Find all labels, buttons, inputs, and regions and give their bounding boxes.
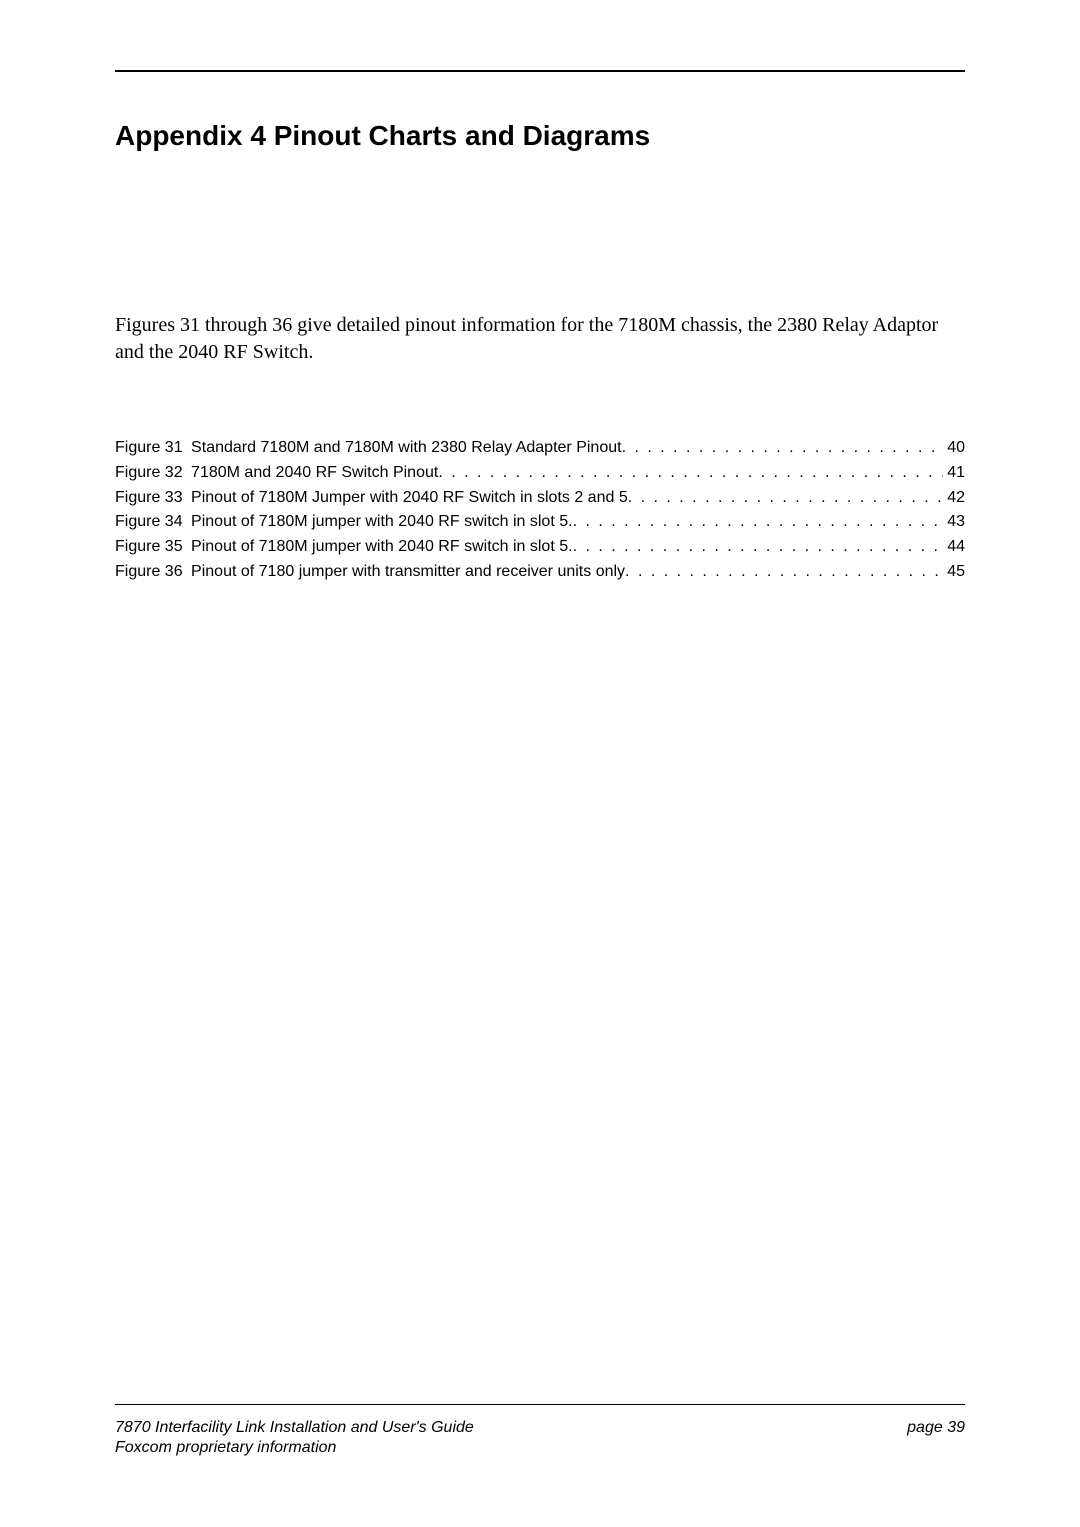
figure-page: 42 — [943, 486, 965, 511]
leader-dots — [573, 510, 944, 535]
footer-line: 7870 Interfacility Link Installation and… — [115, 1419, 965, 1437]
figure-list-item: Figure 35 Pinout of 7180M jumper with 20… — [115, 535, 965, 560]
intro-paragraph: Figures 31 through 36 give detailed pino… — [115, 312, 965, 366]
figure-page: 43 — [943, 510, 965, 535]
leader-dots — [573, 535, 944, 560]
figure-page: 40 — [943, 436, 965, 461]
page-footer: 7870 Interfacility Link Installation and… — [115, 1404, 965, 1457]
figure-title: Pinout of 7180M jumper with 2040 RF swit… — [191, 535, 573, 560]
figure-label: Figure 33 — [115, 486, 187, 511]
footer-rule — [115, 1404, 965, 1405]
figure-label: Figure 32 — [115, 461, 187, 486]
figure-list-item: Figure 34 Pinout of 7180M jumper with 20… — [115, 510, 965, 535]
figure-label: Figure 34 — [115, 510, 187, 535]
figure-label: Figure 36 — [115, 560, 187, 585]
footer-title: 7870 Interfacility Link Installation and… — [115, 1419, 474, 1437]
figure-label: Figure 35 — [115, 535, 187, 560]
figure-list-item: Figure 31 Standard 7180M and 7180M with … — [115, 436, 965, 461]
figure-list: Figure 31 Standard 7180M and 7180M with … — [115, 436, 965, 585]
figure-page: 41 — [943, 461, 965, 486]
footer-page-number: page 39 — [907, 1419, 965, 1437]
figure-page: 45 — [943, 560, 965, 585]
figure-title: Pinout of 7180 jumper with transmitter a… — [191, 560, 625, 585]
figure-list-item: Figure 36 Pinout of 7180 jumper with tra… — [115, 560, 965, 585]
leader-dots — [438, 461, 943, 486]
top-rule — [115, 70, 965, 72]
figure-title: Standard 7180M and 7180M with 2380 Relay… — [191, 436, 622, 461]
figure-page: 44 — [943, 535, 965, 560]
leader-dots — [628, 486, 943, 511]
figure-title: 7180M and 2040 RF Switch Pinout — [191, 461, 438, 486]
leader-dots — [625, 560, 943, 585]
page: Appendix 4 Pinout Charts and Diagrams Fi… — [0, 0, 1080, 1527]
leader-dots — [622, 436, 944, 461]
figure-label: Figure 31 — [115, 436, 187, 461]
appendix-heading: Appendix 4 Pinout Charts and Diagrams — [115, 120, 965, 152]
figure-list-item: Figure 32 7180M and 2040 RF Switch Pinou… — [115, 461, 965, 486]
figure-list-item: Figure 33 Pinout of 7180M Jumper with 20… — [115, 486, 965, 511]
footer-sub: Foxcom proprietary information — [115, 1439, 965, 1457]
figure-title: Pinout of 7180M jumper with 2040 RF swit… — [191, 510, 573, 535]
figure-title: Pinout of 7180M Jumper with 2040 RF Swit… — [191, 486, 628, 511]
